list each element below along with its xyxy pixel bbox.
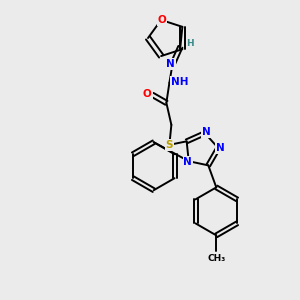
Text: NH: NH (171, 77, 188, 87)
Text: O: O (143, 89, 152, 99)
Text: S: S (166, 140, 173, 150)
Text: N: N (202, 127, 210, 137)
Text: O: O (158, 15, 167, 25)
Text: N: N (166, 59, 175, 69)
Text: N: N (183, 157, 192, 167)
Text: N: N (216, 143, 225, 153)
Text: CH₃: CH₃ (207, 254, 225, 263)
Text: H: H (187, 39, 194, 48)
